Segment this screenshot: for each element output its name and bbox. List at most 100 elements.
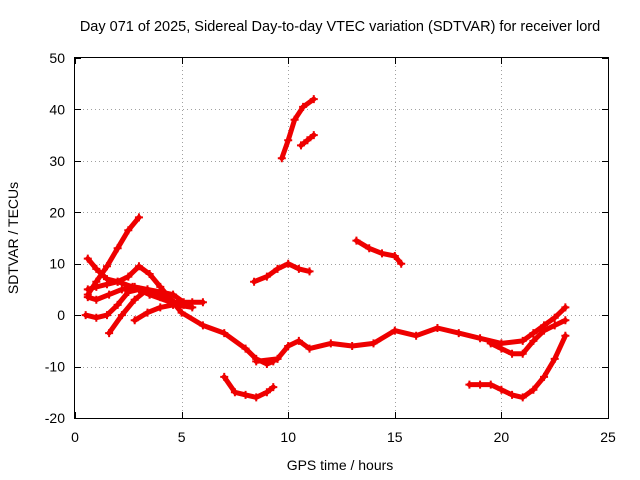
data-point	[134, 285, 143, 294]
data-point	[113, 244, 122, 253]
data-point	[529, 385, 538, 394]
data-point	[117, 285, 126, 294]
data-point	[198, 321, 207, 330]
data-point	[113, 300, 122, 309]
data-point	[230, 388, 239, 397]
y-tick-labels: -20 -10 0 10 20 30 40 50	[45, 50, 65, 426]
data-point	[294, 336, 303, 345]
axis-ticks	[75, 58, 609, 419]
data-point	[124, 226, 133, 235]
data-point	[309, 95, 318, 104]
data-point	[177, 308, 186, 317]
y-tick-label: 20	[49, 204, 65, 220]
data-point	[130, 316, 139, 325]
data-point	[169, 290, 178, 299]
data-point	[540, 326, 549, 335]
data-point	[262, 388, 271, 397]
data-point	[134, 262, 143, 271]
grid	[75, 58, 608, 418]
data-point	[454, 329, 463, 338]
data-point	[303, 136, 312, 145]
data-point	[309, 131, 318, 140]
series-arc-1	[85, 214, 142, 298]
data-point	[497, 385, 506, 394]
data-point	[252, 357, 261, 366]
data-point	[83, 254, 92, 263]
y-tick-label: 10	[49, 256, 65, 272]
data-point	[529, 336, 538, 345]
data-point	[188, 303, 197, 312]
x-tick-labels: 0 5 10 15 20 25	[71, 429, 616, 445]
data-point	[252, 393, 261, 402]
data-point	[486, 380, 495, 389]
data-point	[369, 339, 378, 348]
data-point	[540, 372, 549, 381]
data-point	[390, 252, 399, 260]
data-point	[241, 344, 250, 353]
data-point	[143, 285, 152, 294]
x-tick-label: 25	[600, 429, 616, 445]
data-point	[508, 349, 517, 358]
x-axis-label: GPS time / hours	[287, 457, 394, 473]
data-point	[561, 331, 570, 340]
data-point	[284, 259, 293, 268]
data-point	[284, 136, 293, 145]
data-point	[220, 372, 229, 381]
data-point	[273, 264, 282, 273]
data-point	[169, 300, 178, 309]
y-tick-label: 0	[57, 307, 65, 323]
data-point	[92, 264, 101, 273]
y-tick-label: 30	[49, 153, 65, 169]
data-point	[105, 290, 114, 299]
x-tick-label: 10	[280, 429, 296, 445]
data-point	[550, 321, 559, 330]
data-point	[352, 236, 361, 245]
data-point	[102, 262, 111, 271]
data-point	[269, 383, 278, 392]
series-arc-8	[251, 261, 312, 285]
data-point	[145, 270, 154, 278]
data-point	[273, 354, 282, 363]
data-point	[561, 303, 570, 312]
data-point	[83, 285, 92, 294]
y-tick-label: -20	[45, 410, 65, 426]
data-point	[143, 308, 152, 317]
x-tick-label: 5	[178, 429, 186, 445]
data-point	[124, 288, 133, 296]
series-arc-9	[279, 96, 317, 161]
data-point	[134, 213, 143, 222]
data-point	[550, 354, 559, 363]
data-point	[92, 313, 101, 322]
data-point	[561, 316, 570, 325]
y-tick-label: -10	[45, 359, 65, 375]
data-point	[518, 336, 527, 345]
data-point	[284, 342, 293, 350]
data-point	[102, 311, 111, 320]
data-point	[113, 277, 122, 286]
data-point	[476, 380, 485, 389]
data-point	[92, 282, 101, 291]
y-tick-label: 50	[49, 50, 65, 66]
data-point	[294, 264, 303, 273]
series-arc-14	[466, 333, 568, 400]
data-series	[81, 95, 570, 402]
chart-title: Day 071 of 2025, Sidereal Day-to-day VTE…	[80, 19, 600, 35]
data-point	[124, 272, 133, 281]
x-tick-label: 0	[71, 429, 79, 445]
x-tick-label: 20	[494, 429, 510, 445]
data-point	[433, 324, 442, 332]
data-point	[378, 249, 387, 258]
data-point	[390, 326, 399, 335]
data-point	[156, 288, 165, 296]
data-point	[179, 300, 188, 309]
data-point	[305, 267, 314, 276]
data-point	[497, 344, 506, 353]
data-point	[250, 277, 259, 286]
data-point	[277, 154, 286, 163]
data-point	[117, 311, 126, 320]
data-point	[365, 244, 374, 253]
x-tick-label: 15	[387, 429, 403, 445]
data-point	[348, 342, 357, 350]
data-point	[299, 102, 308, 111]
